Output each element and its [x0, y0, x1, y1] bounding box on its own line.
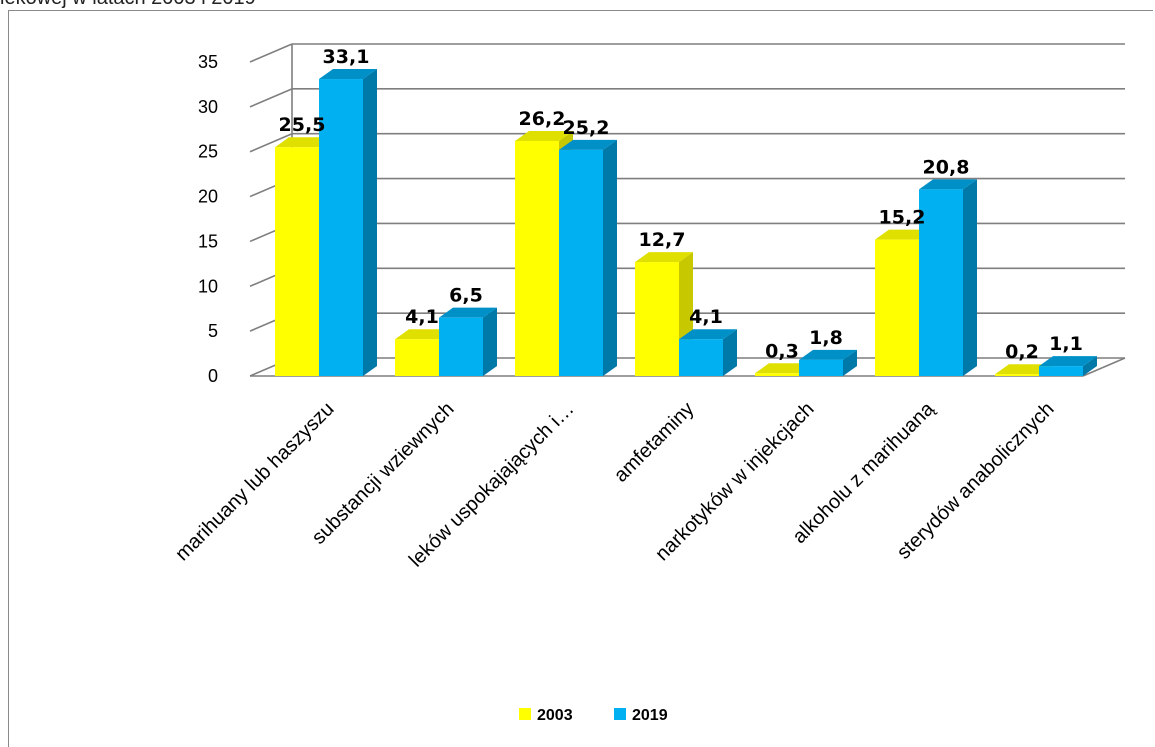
bar — [439, 317, 483, 376]
data-label: 0,2 — [1005, 341, 1039, 363]
chart-frame — [8, 10, 1153, 747]
bar — [679, 339, 723, 376]
data-label: 4,1 — [405, 306, 439, 328]
bar-top — [275, 137, 333, 148]
bar-side — [843, 349, 857, 376]
data-label: 4,1 — [689, 306, 723, 328]
bar-side — [723, 329, 737, 376]
data-labels: 25,5 33,1 4,1 6,5 26,225,2 12,7 4,1 0,3 1,8 15,2 2… — [279, 46, 1083, 363]
bar — [919, 189, 963, 376]
bar-top — [919, 179, 977, 190]
bar — [635, 262, 679, 376]
data-label: 1,1 — [1049, 333, 1083, 355]
bar — [875, 239, 919, 376]
bar-top — [515, 130, 573, 141]
bar-top — [635, 252, 693, 263]
y-axis-ticks: 0 5 10 15 20 25 30 35 — [198, 52, 218, 386]
bar-side — [483, 307, 497, 376]
data-label: 26,2 — [519, 108, 566, 130]
bar — [515, 140, 559, 376]
floor-right-edge — [1082, 357, 1126, 377]
data-label: 0,3 — [765, 340, 799, 362]
bar-side — [963, 179, 977, 376]
y-tick-label: 20 — [198, 187, 218, 207]
bar — [995, 374, 1039, 376]
data-label: 15,2 — [879, 207, 926, 229]
y-tick-label: 35 — [198, 52, 218, 72]
bar — [1039, 366, 1083, 376]
bar-top — [679, 329, 737, 340]
bar — [275, 147, 319, 376]
legend-label: 2003 — [537, 707, 573, 724]
bar — [755, 373, 799, 376]
y-tick-label: 15 — [198, 231, 218, 251]
chart-title-fragment: iekowej w latach 2003 i 2019 — [0, 0, 256, 10]
bar-top — [799, 349, 857, 360]
y-tick-label: 25 — [198, 142, 218, 162]
bar-top — [395, 329, 453, 340]
y-tick-label: 30 — [198, 97, 218, 117]
legend-swatch — [614, 708, 626, 720]
bar — [319, 79, 363, 376]
bar-top — [559, 139, 617, 150]
bars — [275, 69, 1097, 376]
data-label: 20,8 — [923, 156, 970, 178]
bar-side — [1083, 356, 1097, 376]
data-label: 12,7 — [639, 229, 686, 251]
bar — [799, 359, 843, 376]
gridline-diagonal — [249, 43, 293, 63]
y-tick-label: 0 — [208, 366, 218, 386]
y-tick-label: 5 — [208, 321, 218, 341]
gridline-diagonal — [249, 132, 293, 153]
gridline-diagonal — [249, 88, 293, 108]
data-label: 25,2 — [563, 117, 610, 139]
y-tick-label: 10 — [198, 276, 218, 296]
bar — [395, 339, 439, 376]
data-label: 25,5 — [279, 114, 326, 136]
legend: 2003 2019 — [519, 707, 668, 724]
bar — [559, 149, 603, 376]
data-label: 6,5 — [449, 285, 483, 307]
bar-top — [319, 69, 377, 80]
bar-top — [439, 307, 497, 318]
data-label: 1,8 — [809, 327, 843, 349]
data-label: 33,1 — [323, 46, 370, 68]
bar-side — [363, 69, 377, 376]
bar-side — [603, 139, 617, 376]
x-tick-label: amfetaminy — [610, 398, 699, 487]
legend-swatch — [519, 708, 531, 720]
legend-label: 2019 — [632, 707, 668, 724]
bar-top — [1039, 356, 1097, 367]
bar-top — [995, 364, 1053, 375]
bar-top — [875, 229, 933, 240]
bar-top — [755, 363, 813, 374]
